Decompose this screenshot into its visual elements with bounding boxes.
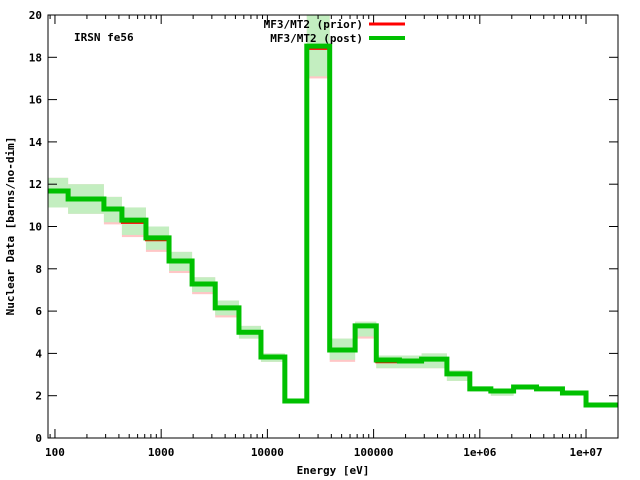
x-tick-label: 10000 (251, 446, 284, 459)
annotation-label: IRSN fe56 (74, 31, 134, 44)
y-axis: 0 2 4 6 8 10 12 14 16 18 20 (29, 9, 618, 445)
y-tick-label: 14 (29, 136, 43, 149)
x-tick-label: 1e+06 (463, 446, 496, 459)
y-tick-label: 10 (29, 221, 42, 234)
y-tick-label: 0 (35, 432, 42, 445)
y-tick-label: 4 (35, 347, 42, 360)
y-tick-label: 18 (29, 51, 42, 64)
x-axis: 100 1000 10000 100000 1e+06 1e+07 (45, 15, 619, 459)
legend-label: MF3/MT2 (prior) (264, 18, 363, 31)
legend-label: MF3/MT2 (post) (270, 32, 363, 45)
x-axis-label: Energy [eV] (297, 464, 370, 477)
y-tick-label: 8 (35, 263, 42, 276)
legend: MF3/MT2 (prior)MF3/MT2 (post) (264, 18, 405, 45)
y-axis-label: Nuclear Data [barns/no-dim] (4, 137, 17, 316)
series-line-post (48, 43, 618, 408)
y-tick-label: 20 (29, 9, 42, 22)
y-tick-label: 2 (35, 390, 42, 403)
x-tick-label: 100000 (354, 446, 394, 459)
series-lines (48, 43, 618, 408)
y-tick-label: 12 (29, 178, 42, 191)
x-tick-label: 1000 (148, 446, 175, 459)
y-tick-label: 6 (35, 305, 42, 318)
x-tick-label: 1e+07 (569, 446, 602, 459)
y-tick-label: 16 (29, 94, 43, 107)
x-tick-label: 100 (45, 446, 65, 459)
